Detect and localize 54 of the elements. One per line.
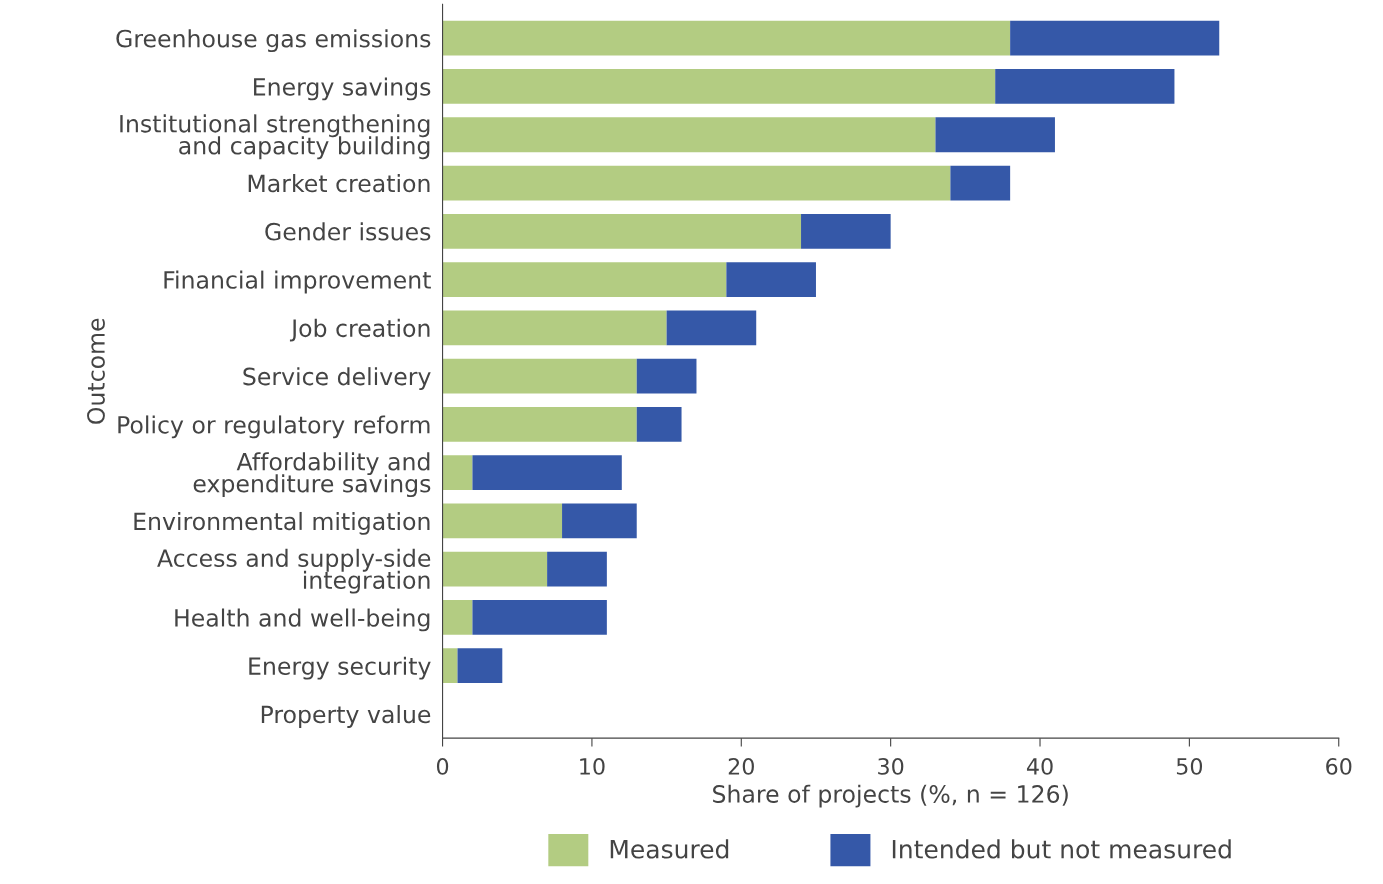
x-tick-label: 50 — [1176, 757, 1203, 775]
bar — [442, 600, 473, 635]
bar — [636, 358, 697, 394]
y-tick-label: Affordability and expenditure savings — [193, 452, 431, 498]
bar — [442, 455, 473, 491]
bar — [1010, 20, 1220, 56]
y-tick-label: Financial improvement — [164, 270, 431, 294]
bar — [666, 310, 757, 346]
y-tick-label: Energy security — [249, 656, 431, 680]
bar — [562, 503, 637, 539]
bar — [442, 358, 637, 394]
x-tick-label: 20 — [728, 757, 754, 775]
bar — [636, 407, 682, 442]
y-tick-label: Property value — [261, 705, 431, 728]
bar — [442, 213, 802, 249]
bar — [801, 213, 891, 249]
y-tick-label: Health and well-being — [175, 608, 430, 632]
bar — [472, 455, 622, 491]
x-axis-title: Share of projects (%, n = 126) — [713, 784, 1068, 808]
legend-label: Measured — [610, 839, 729, 859]
bar — [457, 648, 503, 684]
bar — [547, 551, 607, 587]
x-tick-label: 10 — [580, 757, 605, 775]
bar — [442, 262, 727, 297]
bar — [442, 551, 548, 587]
bar — [726, 262, 816, 297]
bar — [995, 69, 1175, 104]
bar — [442, 648, 458, 684]
y-tick-label: Greenhouse gas emissions — [116, 29, 431, 53]
y-tick-label: Gender issues — [265, 222, 431, 241]
y-tick-label: Policy or regulatory reform — [118, 415, 430, 439]
y-tick-label: Market creation — [248, 174, 430, 193]
bar — [442, 69, 996, 104]
y-tick-label: Service delivery — [243, 367, 431, 390]
y-tick-label: Environmental mitigation — [134, 511, 430, 535]
y-tick-label: Job creation — [289, 318, 430, 342]
bar — [935, 117, 1055, 153]
y-axis-title: Outcome — [87, 318, 105, 424]
bar — [442, 503, 563, 539]
x-tick-label: 30 — [878, 757, 904, 775]
bar — [442, 407, 637, 442]
x-tick-label: 40 — [1026, 757, 1053, 775]
bar — [950, 165, 1011, 201]
x-tick-label: 0 — [436, 757, 449, 775]
x-tick-label: 60 — [1326, 757, 1352, 775]
bar — [442, 20, 1011, 56]
y-tick-label: Institutional strengthening and capacity building — [120, 114, 430, 160]
y-tick-label: Access and supply-side integration — [157, 548, 431, 594]
bar — [442, 310, 667, 346]
y-tick-label: Energy savings — [254, 77, 431, 101]
bar — [442, 165, 951, 201]
bar — [442, 117, 936, 153]
bar — [472, 600, 607, 635]
legend-label: Intended but not measured — [892, 839, 1231, 859]
